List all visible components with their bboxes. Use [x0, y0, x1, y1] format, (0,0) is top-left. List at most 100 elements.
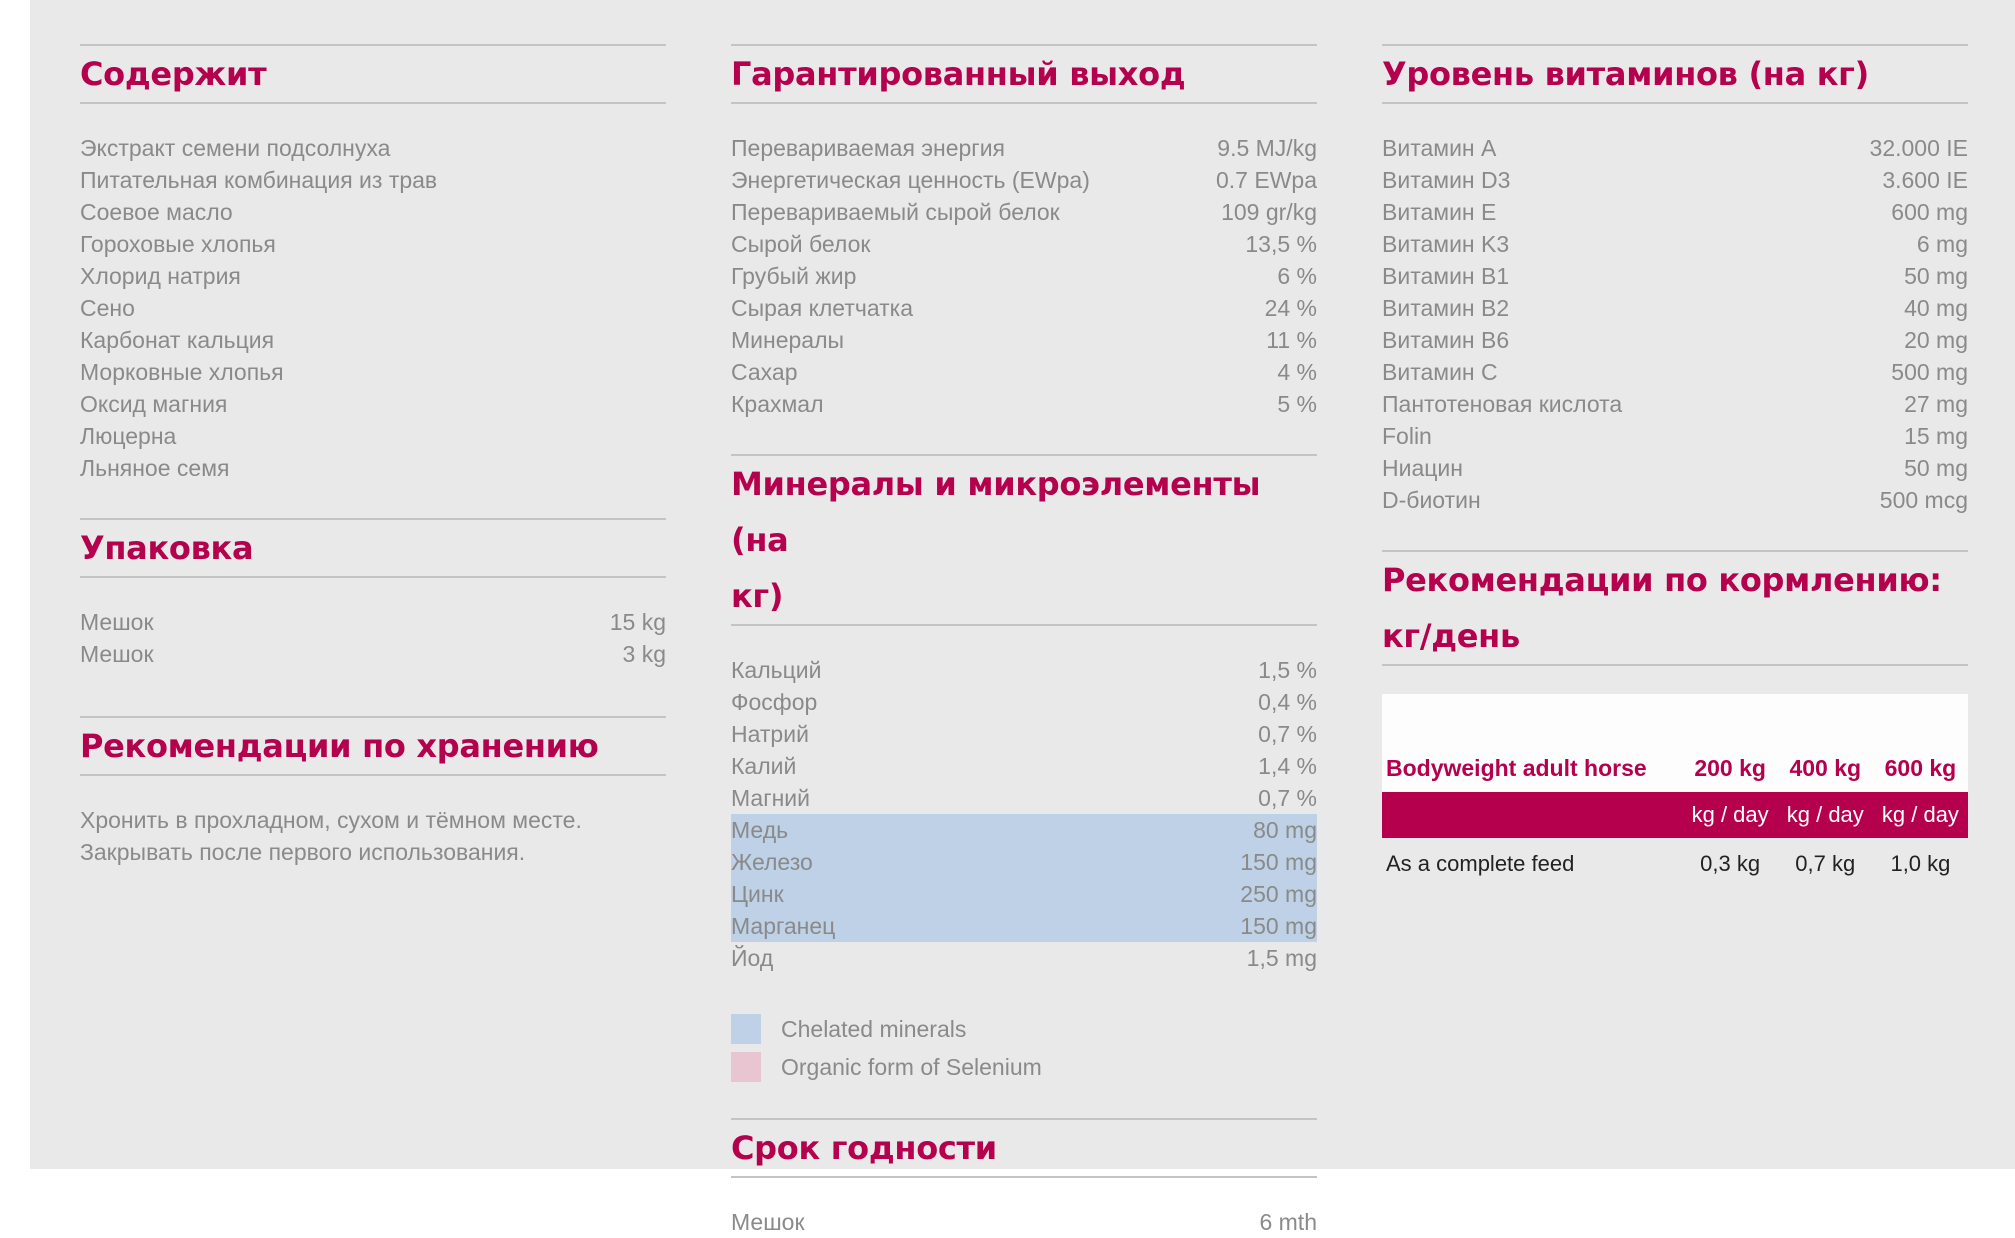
feeding-header-cell: 400 kg — [1777, 694, 1873, 792]
mineral-item-label: Марганец — [731, 913, 836, 939]
vitamin-item-label: Витамин K3 — [1382, 231, 1510, 257]
feeding-unit-row: kg / day kg / day kg / day — [1382, 792, 1968, 838]
analysis-item-value: 9.5 MJ/kg — [1217, 135, 1317, 161]
feeding-unit-cell: kg / day — [1872, 792, 1968, 838]
mineral-item: Фосфор 0,4 % — [731, 686, 1317, 718]
analysis-item: Минералы 11 % — [731, 324, 1317, 356]
shelf-life-section: Срок годности Мешок 6 mth — [731, 1118, 1317, 1238]
vitamin-item-label: Пантотеновая кислота — [1382, 391, 1623, 417]
vitamin-item: Ниацин 50 mg — [1382, 452, 1968, 484]
mineral-item-label: Цинк — [731, 881, 784, 907]
ingredient-item-label: Гороховые хлопья — [80, 231, 276, 257]
analysis-item: Перевариваемый сырой белок 109 gr/kg — [731, 196, 1317, 228]
vitamin-item-value: 32.000 IE — [1869, 135, 1968, 161]
analysis-item-label: Сырой белок — [731, 231, 871, 257]
feeding-header-cell: 600 kg — [1872, 694, 1968, 792]
feeding-unit-cell — [1382, 792, 1683, 838]
vitamin-item: Витамин B1 50 mg — [1382, 260, 1968, 292]
vitamins-section: Уровень витаминов (на кг) Витамин A 32.00… — [1382, 44, 1968, 516]
legend-selenium-label: Organic form of Selenium — [781, 1053, 1042, 1080]
vitamin-item-value: 500 mcg — [1879, 487, 1968, 513]
vitamin-item: Витамин D3 3.600 IE — [1382, 164, 1968, 196]
vitamin-item: Витамин E 600 mg — [1382, 196, 1968, 228]
vitamin-item: Витамин B6 20 mg — [1382, 324, 1968, 356]
mineral-item-label: Йод — [731, 945, 774, 971]
storage-line: Хронить в прохладном, сухом и тёмном мес… — [80, 807, 582, 833]
mineral-item: Кальций 1,5 % — [731, 654, 1317, 686]
vitamin-item-value: 50 mg — [1904, 263, 1968, 289]
vitamin-item: Витамин K3 6 mg — [1382, 228, 1968, 260]
column-right: Уровень витаминов (на кг) Витамин A 32.00… — [1382, 44, 1968, 890]
ingredient-item-label: Морковные хлопья — [80, 359, 284, 385]
packaging-item-label: Мешок — [80, 609, 154, 635]
vitamin-item-value: 20 mg — [1904, 327, 1968, 353]
feeding-header-cell: Bodyweight adult horse — [1382, 694, 1683, 792]
ingredient-item-label: Оксид магния — [80, 391, 228, 417]
vitamin-item: Folin 15 mg — [1382, 420, 1968, 452]
feeding-data-row: As a complete feed 0,3 kg 0,7 kg 1,0 kg — [1382, 838, 1968, 890]
analysis-item-value: 6 % — [1277, 263, 1317, 289]
analysis-item-label: Сырая клетчатка — [731, 295, 914, 321]
mineral-item-value: 0,7 % — [1258, 785, 1317, 811]
mineral-item: Железо 150 mg — [731, 846, 1317, 878]
legend-swatch-blue — [731, 1014, 761, 1044]
mineral-item: Медь 80 mg — [731, 814, 1317, 846]
vitamins-title: Уровень витаминов (на кг) — [1382, 46, 1968, 104]
analysis-item: Сырой белок 13,5 % — [731, 228, 1317, 260]
packaging-item-value: 3 kg — [622, 641, 666, 667]
vitamin-item-label: Витамин A — [1382, 135, 1497, 161]
vitamin-item: Витамин A 32.000 IE — [1382, 132, 1968, 164]
ingredient-item: Экстракт семени подсолнуха — [80, 132, 666, 164]
minerals-section: Минералы и микроэлементы (на кг) Кальций… — [731, 454, 1317, 1086]
packaging-title: Упаковка — [80, 520, 666, 578]
legend-chelated-label: Chelated minerals — [781, 1015, 967, 1042]
feeding-data-cell: 0,3 kg — [1700, 851, 1761, 876]
ingredient-item: Люцерна — [80, 420, 666, 452]
ingredient-item-label: Соевое масло — [80, 199, 233, 225]
vitamin-item-label: Folin — [1382, 423, 1432, 449]
mineral-item-value: 0,4 % — [1258, 689, 1317, 715]
analysis-item-label: Грубый жир — [731, 263, 857, 289]
legend-swatch-pink — [731, 1052, 761, 1082]
vitamins-list: Витамин A 32.000 IE Витамин D3 3.600 IE Вита… — [1382, 104, 1968, 516]
vitamin-item-label: Витамин D3 — [1382, 167, 1511, 193]
feeding-section: Рекомендации по кормлению: кг/день Bodyw… — [1382, 550, 1968, 890]
ingredient-item-label: Карбонат кальция — [80, 327, 275, 353]
analysis-item-value: 11 % — [1266, 327, 1317, 353]
ingredient-item-label: Экстракт семени подсолнуха — [80, 135, 391, 161]
feeding-title-line2: кг/день — [1382, 617, 1520, 655]
vitamin-item-value: 50 mg — [1904, 455, 1968, 481]
ingredient-item-label: Люцерна — [80, 423, 177, 449]
analysis-item-label: Энергетическая ценность (EWpa) — [731, 167, 1090, 193]
shelf-life-list: Мешок 6 mth — [731, 1178, 1317, 1238]
analysis-item-label: Минералы — [731, 327, 845, 353]
minerals-title: Минералы и микроэлементы (на кг) — [731, 456, 1317, 626]
mineral-item: Марганец 150 mg — [731, 910, 1317, 942]
storage-text: Хронить в прохладном, сухом и тёмном мес… — [80, 776, 666, 868]
vitamin-item-value: 600 mg — [1891, 199, 1968, 225]
minerals-legend: Chelated minerals Organic form of Seleni… — [731, 974, 1317, 1086]
mineral-item: Цинк 250 mg — [731, 878, 1317, 910]
ingredient-item: Оксид магния — [80, 388, 666, 420]
ingredient-item: Льняное семя — [80, 452, 666, 484]
analysis-item-label: Перевариваемая энергия — [731, 135, 1006, 161]
analysis-item-label: Крахмал — [731, 391, 824, 417]
mineral-item-label: Кальций — [731, 657, 822, 683]
minerals-list: Кальций 1,5 % Фосфор 0,4 % Натрий 0,7 % Калий 1… — [731, 626, 1317, 974]
packaging-section: Упаковка Мешок 15 kg Мешок 3 kg — [80, 518, 666, 670]
guaranteed-title: Гарантированный выход — [731, 46, 1317, 104]
vitamin-item-value: 27 mg — [1904, 391, 1968, 417]
mineral-item-label: Натрий — [731, 721, 809, 747]
shelf-life-title: Срок годности — [731, 1120, 1317, 1178]
vitamin-item-value: 15 mg — [1904, 423, 1968, 449]
packaging-item: Мешок 3 kg — [80, 638, 666, 670]
vitamin-item: Пантотеновая кислота 27 mg — [1382, 388, 1968, 420]
feeding-data-cell: 0,7 kg — [1795, 851, 1856, 876]
ingredient-item-label: Питательная комбинация из трав — [80, 167, 438, 193]
ingredient-item: Питательная комбинация из трав — [80, 164, 666, 196]
ingredient-item: Карбонат кальция — [80, 324, 666, 356]
vitamin-item-value: 40 mg — [1904, 295, 1968, 321]
feeding-unit-cell: kg / day — [1682, 792, 1778, 838]
vitamin-item-label: D-биотин — [1382, 487, 1481, 513]
mineral-item: Йод 1,5 mg — [731, 942, 1317, 974]
